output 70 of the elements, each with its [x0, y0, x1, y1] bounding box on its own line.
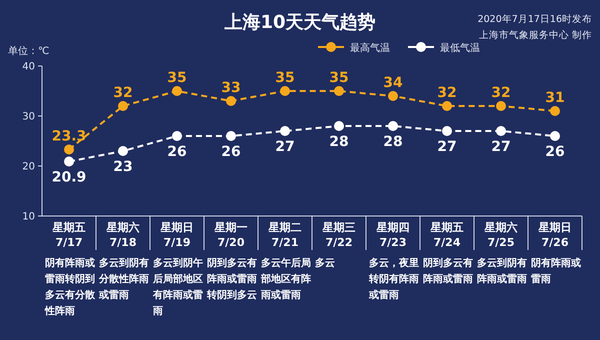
x-tick-label: 星期日 7/19	[160, 221, 194, 249]
point	[280, 126, 290, 136]
text: 多云到阴有分散性阵雨或雷雨	[98, 257, 149, 301]
data-label: 23.3	[52, 128, 86, 144]
point	[280, 86, 290, 96]
data-label: 27	[275, 139, 295, 155]
x-tick-label: 星期日 7/26	[538, 221, 572, 249]
data-label: 32	[491, 85, 511, 101]
data-label: 35	[329, 70, 349, 86]
y-axis-title: 单位：℃	[8, 45, 50, 57]
text: 阴到多云有阵雨或雷雨	[423, 257, 473, 285]
point	[442, 126, 452, 136]
data-label: 31	[545, 90, 565, 106]
data-label: 23	[113, 159, 133, 175]
point	[496, 101, 506, 111]
legend-label: 最低气温	[440, 42, 480, 54]
point	[118, 146, 128, 156]
point	[226, 131, 236, 141]
chart-title: 上海10天天气趋势	[223, 12, 376, 33]
y-tick-label: 30	[22, 112, 35, 122]
point	[334, 86, 344, 96]
point	[496, 126, 506, 136]
point	[388, 121, 398, 131]
data-label: 20.9	[52, 170, 86, 186]
text: 多云到阴午后局部地区有阵雨或雷雨	[152, 257, 203, 317]
data-label: 26	[545, 144, 565, 160]
point	[64, 156, 74, 166]
x-tick-label: 星期三 7/22	[322, 221, 356, 249]
data-label: 28	[329, 134, 349, 150]
text: 多云午后局部地区有阵雨或雷雨	[260, 257, 311, 301]
data-label: 33	[221, 80, 241, 96]
point	[172, 86, 182, 96]
legend-label: 最高气温	[350, 42, 390, 54]
y-tick-label: 10	[22, 212, 35, 222]
point	[334, 121, 344, 131]
data-label: 34	[383, 75, 403, 91]
x-tick-label: 星期五 7/17	[52, 221, 86, 249]
data-label: 27	[437, 139, 457, 155]
point	[442, 101, 452, 111]
data-label: 32	[437, 85, 457, 101]
data-label: 27	[491, 139, 511, 155]
y-tick-label: 40	[22, 62, 35, 72]
y-tick-label: 20	[22, 162, 35, 172]
x-tick-label: 星期六 7/25	[484, 221, 518, 249]
point	[550, 106, 560, 116]
data-label: 35	[167, 70, 187, 86]
x-tick-label: 星期二 7/21	[268, 221, 302, 249]
point	[172, 131, 182, 141]
point	[388, 91, 398, 101]
text: 2020年7月17日16时发布	[478, 13, 592, 25]
text: 多云到阴有阵雨或雷雨	[477, 257, 527, 285]
point	[64, 144, 74, 154]
x-tick-label: 星期六 7/18	[106, 221, 140, 249]
x-tick-label: 星期一 7/20	[214, 221, 248, 249]
text: 多云，夜里转阴有阵雨或雷雨	[368, 257, 419, 301]
text: 阴有阵雨或雷雨	[531, 257, 581, 285]
data-label: 28	[383, 134, 403, 150]
text: 阴到多云有阵雨或雷雨转阴到多云	[206, 257, 257, 301]
x-tick-label: 星期五 7/24	[430, 221, 464, 249]
text: 阴有阵雨或雷雨转阴到多云有分散性阵雨	[44, 257, 96, 317]
text: 多云	[315, 257, 335, 269]
point	[550, 131, 560, 141]
point	[226, 96, 236, 106]
data-label: 26	[167, 144, 187, 160]
point	[118, 101, 128, 111]
text: 上海市气象服务中心 制作	[478, 29, 592, 41]
x-tick-label: 星期四 7/23	[376, 221, 410, 249]
data-label: 26	[221, 144, 241, 160]
data-label: 32	[113, 85, 133, 101]
data-label: 35	[275, 70, 295, 86]
